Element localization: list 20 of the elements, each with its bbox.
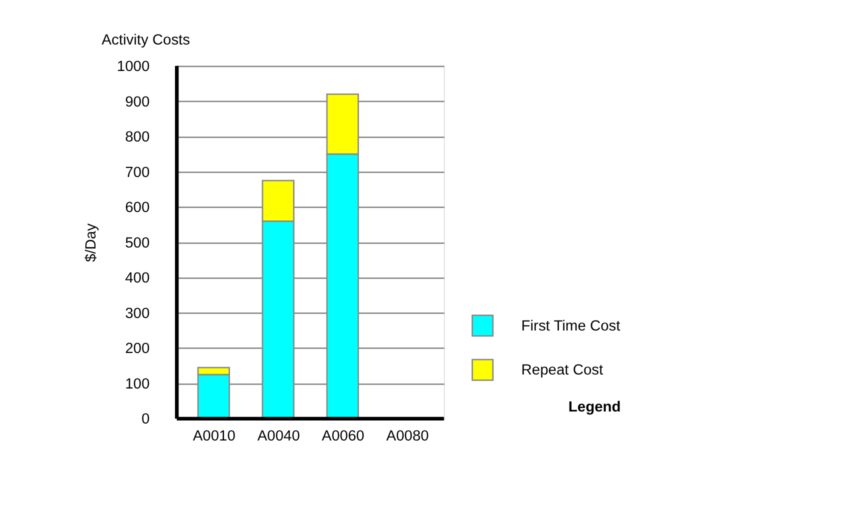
legend-label: Repeat Cost bbox=[521, 362, 604, 378]
y-tick-label: 700 bbox=[125, 164, 150, 181]
x-tick-label: A0080 bbox=[386, 428, 429, 444]
legend-title: Legend bbox=[568, 399, 621, 416]
legend-label: First Time Cost bbox=[521, 318, 620, 334]
x-tick-label: A0060 bbox=[322, 428, 364, 444]
y-tick-label: 100 bbox=[125, 376, 150, 392]
y-axis-title: $/Day bbox=[84, 222, 100, 262]
x-tick-label: A0010 bbox=[192, 428, 236, 444]
y-tick-label: 900 bbox=[125, 94, 150, 110]
chart-title: Activity Costs bbox=[102, 32, 190, 49]
y-tick-label: 400 bbox=[125, 270, 150, 287]
y-tick-label: 200 bbox=[125, 341, 150, 358]
y-tick-label: 600 bbox=[125, 200, 150, 216]
y-tick-label: 1000 bbox=[116, 58, 150, 75]
x-tick-label: A0040 bbox=[257, 428, 300, 444]
y-tick-label: 500 bbox=[125, 235, 150, 252]
y-tick-label: 300 bbox=[125, 306, 150, 322]
y-tick-label: 800 bbox=[125, 130, 150, 146]
y-tick-label: 0 bbox=[141, 412, 150, 428]
